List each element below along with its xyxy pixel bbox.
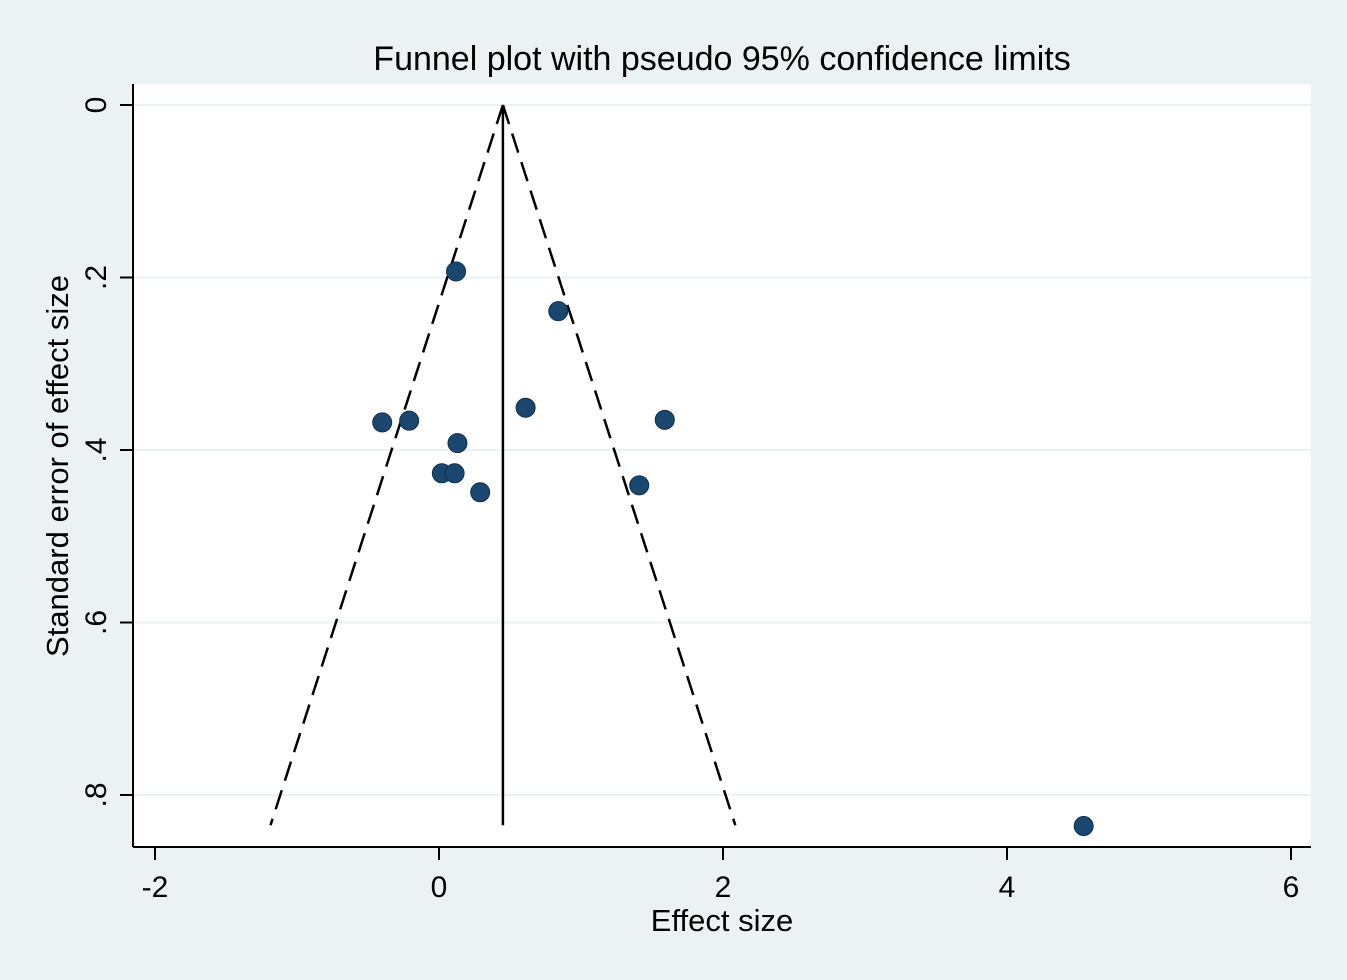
- y-tick-label: .4: [80, 437, 113, 462]
- data-point: [515, 397, 536, 418]
- data-point: [1073, 816, 1094, 837]
- data-point: [654, 409, 675, 430]
- x-tick-label: 2: [715, 871, 732, 904]
- y-tick-label: .8: [80, 782, 113, 807]
- data-point: [629, 475, 650, 496]
- data-point: [399, 410, 420, 431]
- x-tick-label: 4: [999, 871, 1016, 904]
- x-tick-label: 6: [1283, 871, 1300, 904]
- plot-area: [133, 84, 1311, 847]
- data-point: [444, 463, 465, 484]
- axes: 0 .2 .4 .6 .8 -2 0 2 4 6: [80, 84, 1311, 904]
- funnel-lines: [269, 104, 737, 826]
- data-point: [447, 433, 468, 454]
- y-tick-label: .2: [80, 265, 113, 290]
- x-tick-label: -2: [142, 871, 169, 904]
- x-tick-label: 0: [431, 871, 448, 904]
- chart-title: Funnel plot with pseudo 95% confidence l…: [373, 40, 1070, 78]
- data-points: [372, 261, 1094, 837]
- x-axis-label: Effect size: [651, 903, 793, 938]
- y-tick-label: 0: [80, 97, 113, 114]
- y-tick-label: .6: [80, 610, 113, 635]
- data-point: [446, 261, 467, 282]
- gridlines: [134, 104, 1311, 796]
- data-point: [548, 301, 569, 322]
- data-point: [372, 412, 393, 433]
- lower-confidence-limit: [269, 104, 505, 826]
- upper-confidence-limit: [501, 104, 737, 826]
- data-point: [470, 482, 491, 503]
- y-axis-label: Standard error of effect size: [40, 275, 75, 657]
